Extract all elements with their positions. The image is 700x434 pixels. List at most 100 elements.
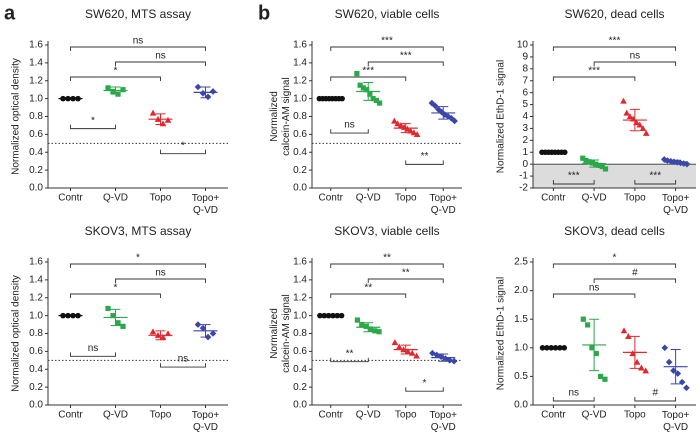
- data-point: [363, 323, 369, 329]
- data-point: [149, 328, 157, 335]
- x-tick-label: Contr: [319, 410, 344, 421]
- data-point: [431, 102, 439, 110]
- data-point: [586, 159, 592, 165]
- significance-label: ns: [88, 343, 99, 354]
- error-bar: [670, 349, 681, 385]
- chart-title: SW620, dead cells: [564, 7, 664, 21]
- y-tick-label: 2.0: [514, 285, 528, 296]
- error-bar: [110, 86, 121, 95]
- x-tick-label: Topo+ Q-VD: [192, 410, 220, 433]
- significance-label: *: [114, 283, 118, 294]
- significance-label: ns: [155, 51, 166, 62]
- significance-bracket: [552, 397, 595, 402]
- data-point: [376, 329, 382, 335]
- axis-line: [47, 258, 228, 406]
- significance-bracket: [330, 129, 369, 134]
- significance-bracket: [552, 293, 636, 298]
- significance-label: *: [423, 378, 427, 389]
- significance-bracket: [330, 46, 444, 51]
- significance-label: ***: [609, 36, 621, 47]
- y-tick-label: 0.0: [29, 400, 43, 411]
- significance-label: ***: [649, 171, 661, 182]
- data-point: [391, 117, 398, 124]
- data-point: [199, 89, 207, 97]
- data-point: [602, 166, 609, 172]
- y-tick-label: 0.0: [293, 183, 307, 194]
- data-point: [159, 333, 167, 340]
- x-tick-label: Topo: [395, 193, 417, 204]
- significance-label: ns: [155, 268, 166, 279]
- y-tick-label: 7: [522, 75, 528, 86]
- significance-label: ns: [344, 120, 355, 131]
- significance-bracket: [367, 278, 444, 283]
- significance-bracket: [160, 363, 206, 368]
- significance-bracket: [70, 352, 116, 357]
- x-tick-label: Q-VD: [356, 193, 381, 204]
- y-tick-label: 0.2: [29, 165, 43, 176]
- y-tick-label: 1.0: [514, 342, 528, 353]
- x-tick-label: Contr: [541, 193, 566, 204]
- data-point: [664, 157, 671, 164]
- data-point: [407, 127, 414, 134]
- y-tick-label: 4: [522, 111, 528, 122]
- data-point: [370, 96, 376, 102]
- data-point: [115, 320, 121, 326]
- y-tick-label: 1.0: [29, 310, 43, 321]
- significance-label: *: [91, 115, 95, 126]
- x-tick-label: Topo+ Q-VD: [429, 193, 457, 216]
- x-tick-label: Topo: [395, 410, 417, 421]
- significance-bracket: [330, 357, 369, 363]
- y-tick-label: 6: [522, 87, 528, 98]
- significance-bracket: [552, 46, 677, 51]
- y-tick-label: 1.0: [29, 93, 43, 104]
- data-point: [580, 316, 586, 322]
- data-point: [364, 87, 370, 93]
- error-bar: [155, 330, 166, 341]
- error-bar: [363, 82, 374, 101]
- data-point: [599, 163, 605, 170]
- y-tick-label: 1.6: [293, 40, 307, 51]
- significance-bracket: [367, 61, 444, 66]
- shaded-region: [533, 164, 696, 188]
- significance-bracket: [70, 124, 116, 130]
- data-point: [120, 87, 126, 93]
- y-tick-label: 1.4: [293, 275, 307, 286]
- y-axis-label: Normalizedcalcein-AM signal: [269, 77, 292, 155]
- data-point: [110, 88, 116, 95]
- data-point: [395, 343, 403, 350]
- y-tick-label: 0.4: [29, 147, 43, 158]
- data-point: [413, 131, 421, 138]
- significance-label: ns: [178, 354, 189, 365]
- data-point: [638, 364, 645, 371]
- data-point: [110, 313, 116, 319]
- data-point: [639, 125, 647, 132]
- significance-label: ***: [568, 171, 580, 182]
- significance-label: ***: [362, 66, 374, 77]
- significance-label: ns: [589, 283, 600, 294]
- data-point: [105, 85, 111, 91]
- significance-bracket: [405, 160, 444, 165]
- significance-label: ***: [400, 51, 412, 62]
- y-tick-label: 0.0: [514, 400, 528, 411]
- data-point: [105, 305, 111, 312]
- x-tick-label: Q-VD: [582, 410, 607, 421]
- data-point: [580, 155, 586, 161]
- data-point: [636, 121, 644, 128]
- y-tick-label: 0.2: [293, 382, 307, 393]
- significance-label: *: [136, 253, 140, 264]
- x-tick-label: Q-VD: [356, 410, 381, 421]
- data-point: [437, 353, 445, 361]
- chart-title: SKOV3, viable cells: [334, 224, 439, 238]
- significance-label: **: [364, 283, 372, 294]
- significance-bracket: [552, 76, 636, 81]
- significance-bracket: [115, 278, 206, 283]
- y-tick-label: 0.8: [29, 328, 43, 339]
- y-tick-label: 0.2: [29, 382, 43, 393]
- y-tick-label: 0.4: [293, 147, 307, 158]
- y-tick-label: 0: [522, 159, 528, 170]
- y-tick-label: 0.8: [293, 328, 307, 339]
- data-point: [359, 321, 365, 328]
- data-point: [585, 322, 591, 328]
- significance-label: **: [421, 151, 429, 162]
